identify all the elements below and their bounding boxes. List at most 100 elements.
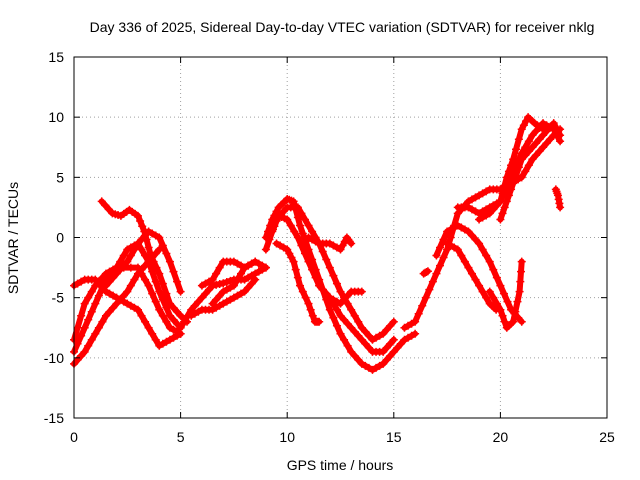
data-point: [315, 281, 324, 290]
data-point: [513, 297, 522, 306]
series-arc-9: [187, 275, 260, 320]
data-point: [556, 131, 565, 140]
data-point: [521, 167, 530, 176]
data-point: [496, 281, 505, 290]
data-point: [165, 257, 174, 266]
data-point: [343, 299, 352, 308]
data-point: [329, 313, 338, 322]
data-point: [215, 291, 224, 300]
data-point: [357, 287, 366, 296]
data-point: [453, 245, 462, 254]
data-point: [364, 343, 373, 352]
data-point: [148, 289, 157, 298]
data-point: [136, 217, 145, 226]
data-point: [293, 273, 302, 282]
data-point: [382, 325, 391, 334]
data-point: [531, 139, 540, 148]
data-point: [318, 285, 327, 294]
data-point: [503, 297, 512, 306]
data-point: [485, 257, 494, 266]
data-point: [162, 317, 171, 326]
data-point: [354, 355, 363, 364]
data-point: [500, 317, 509, 326]
series-trail: [497, 120, 564, 223]
data-point: [142, 235, 151, 244]
data-point: [148, 329, 157, 338]
data-point: [515, 287, 524, 296]
data-point: [467, 231, 476, 240]
data-point: [295, 221, 304, 230]
data-point: [382, 343, 391, 352]
data-point: [77, 351, 86, 360]
data-point: [315, 317, 324, 326]
data-point: [343, 291, 352, 300]
data-point: [350, 351, 359, 360]
data-point: [98, 283, 107, 292]
data-point: [514, 135, 523, 144]
data-point: [123, 287, 132, 296]
x-tick-label: 20: [493, 429, 509, 445]
data-point: [293, 203, 302, 212]
data-point: [261, 245, 270, 254]
data-point: [133, 305, 142, 314]
data-point: [343, 319, 352, 328]
data-point: [297, 241, 306, 250]
data-point: [91, 329, 100, 338]
data-point: [482, 293, 491, 302]
data-point: [361, 327, 370, 336]
data-point: [511, 307, 520, 316]
data-point: [336, 287, 345, 296]
data-point: [141, 275, 150, 284]
data-point: [229, 281, 238, 290]
data-point: [158, 311, 167, 320]
data-point: [347, 323, 356, 332]
data-point: [190, 301, 199, 310]
data-point: [94, 323, 103, 332]
data-point: [475, 239, 484, 248]
data-point: [105, 277, 114, 286]
data-point: [208, 275, 217, 284]
data-point: [126, 281, 135, 290]
data-point: [460, 257, 469, 266]
series-arc-19: [443, 239, 501, 314]
data-point: [140, 227, 149, 236]
data-point: [272, 217, 281, 226]
data-point: [155, 287, 164, 296]
data-point: [509, 317, 518, 326]
data-point: [237, 269, 246, 278]
data-point: [325, 263, 334, 272]
data-point: [471, 235, 480, 244]
data-point: [77, 311, 86, 320]
data-point: [336, 299, 345, 308]
data-point: [244, 283, 253, 292]
y-tick-label: -10: [44, 350, 64, 366]
data-point: [298, 229, 307, 238]
data-series: [70, 113, 565, 374]
data-point: [141, 261, 150, 270]
data-point: [439, 253, 448, 262]
data-point: [155, 233, 164, 242]
data-point: [325, 293, 334, 302]
data-point: [301, 237, 310, 246]
data-point: [332, 279, 341, 288]
data-point: [311, 273, 320, 282]
data-point: [73, 355, 82, 364]
y-tick-label: 5: [56, 169, 64, 185]
series-arc-22: [485, 257, 526, 332]
data-point: [84, 341, 93, 350]
data-point: [379, 347, 388, 356]
data-point: [336, 311, 345, 320]
data-point: [297, 209, 306, 218]
data-point: [347, 239, 356, 248]
series-arc-6: [97, 197, 191, 326]
data-point: [119, 261, 128, 270]
data-point: [411, 329, 420, 338]
data-point: [141, 317, 150, 326]
data-point: [528, 143, 537, 152]
data-point: [393, 343, 402, 352]
data-point: [517, 267, 526, 276]
data-point: [270, 222, 279, 231]
data-point: [329, 271, 338, 280]
data-point: [492, 299, 501, 308]
